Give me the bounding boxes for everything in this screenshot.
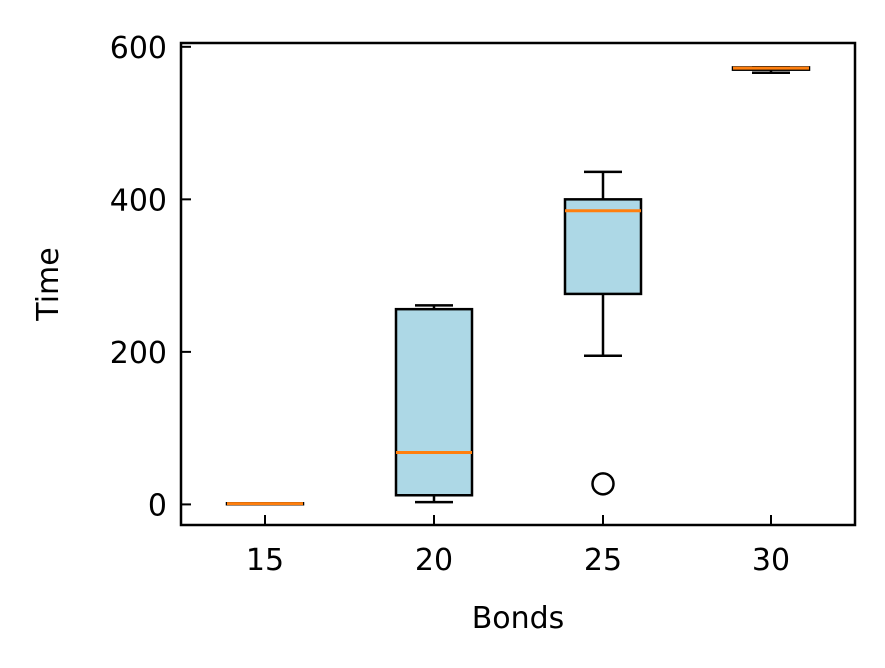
box-group-30 (731, 66, 811, 74)
x-tick-label: 30 (752, 543, 790, 578)
y-tick-label: 600 (110, 31, 167, 66)
boxes-layer (225, 66, 811, 506)
box-iqr (563, 198, 643, 296)
box-iqr (394, 307, 474, 497)
x-tick-label: 20 (415, 543, 453, 578)
y-axis-label: Time (31, 247, 66, 321)
x-tick-label: 15 (246, 543, 284, 578)
x-tick-label: 25 (584, 543, 622, 578)
box-group-15 (225, 502, 305, 506)
outlier-point (591, 472, 615, 496)
box-group-20 (394, 304, 474, 504)
x-axis-label: Bonds (472, 601, 565, 636)
y-tick-label: 400 (110, 183, 167, 218)
ticks-layer: 15 20 25 30 0 200 400 600 (110, 31, 790, 578)
plot-frame (179, 41, 857, 527)
y-tick-label: 0 (148, 488, 167, 523)
y-tick-label: 200 (110, 336, 167, 371)
box-group-25 (563, 170, 643, 496)
